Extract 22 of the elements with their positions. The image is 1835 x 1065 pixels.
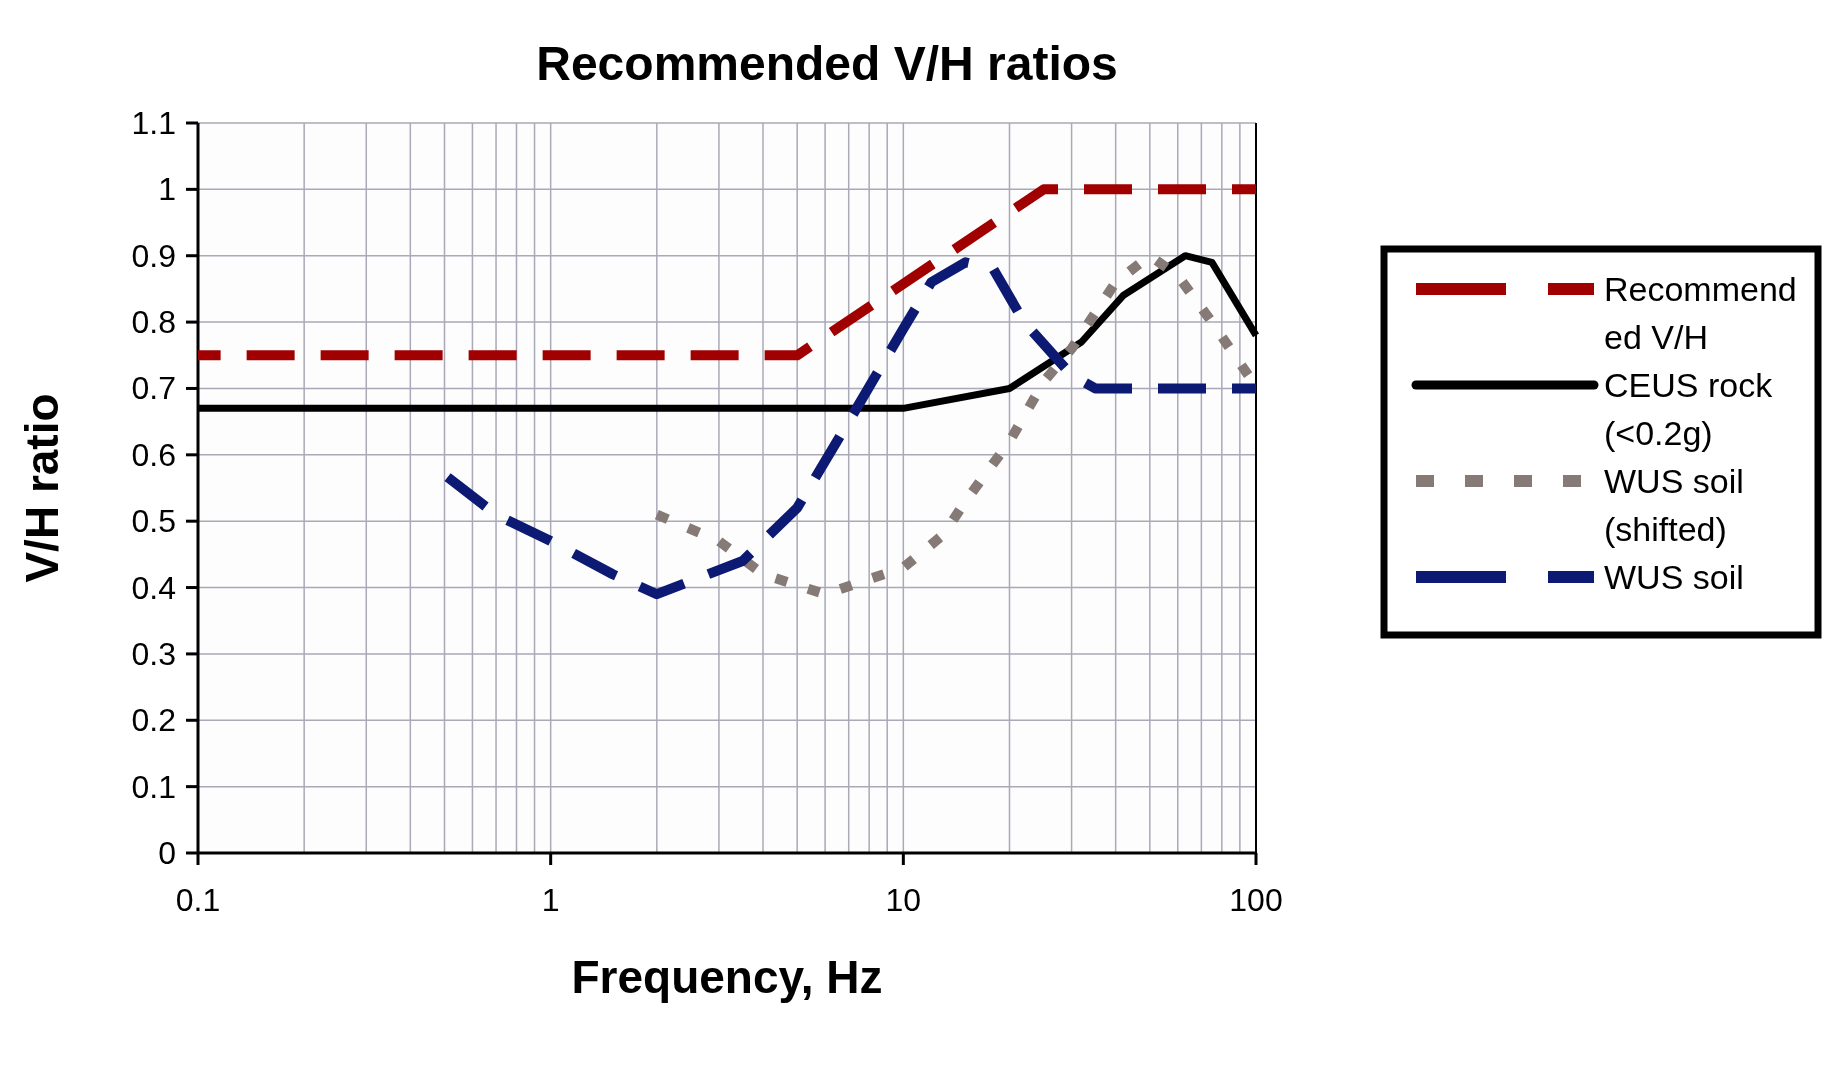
- x-tick-label: 1: [541, 882, 560, 918]
- text: WUS soil (shifted): [1604, 462, 1744, 548]
- text: Recommended V/H: [1604, 270, 1797, 356]
- y-axis-title: V/H ratio: [16, 393, 68, 583]
- text: CEUS rock (<0.2g): [1604, 366, 1774, 452]
- y-tick-label: 0.4: [131, 569, 176, 606]
- y-tick-label: 0.6: [131, 436, 176, 473]
- x-axis-title: Frequency, Hz: [571, 951, 883, 1003]
- y-tick-label: 1.1: [131, 105, 176, 141]
- chart-title: Recommended V/H ratios: [536, 37, 1118, 90]
- y-tick-label: 1: [158, 171, 176, 208]
- y-tick-label: 0.7: [131, 370, 176, 407]
- y-tick-label: 0: [158, 835, 176, 871]
- y-tick-label: 0.9: [131, 237, 176, 274]
- x-tick-label: 10: [885, 882, 922, 918]
- y-tick-label: 0.3: [131, 635, 176, 672]
- text: WUS soil: [1604, 558, 1744, 596]
- x-tick-label: 100: [1229, 882, 1283, 918]
- y-tick-label: 0.2: [131, 702, 176, 739]
- y-tick-label: 0.1: [131, 768, 176, 805]
- y-tick-label: 0.8: [131, 304, 176, 341]
- y-tick-label: 0.5: [131, 503, 176, 540]
